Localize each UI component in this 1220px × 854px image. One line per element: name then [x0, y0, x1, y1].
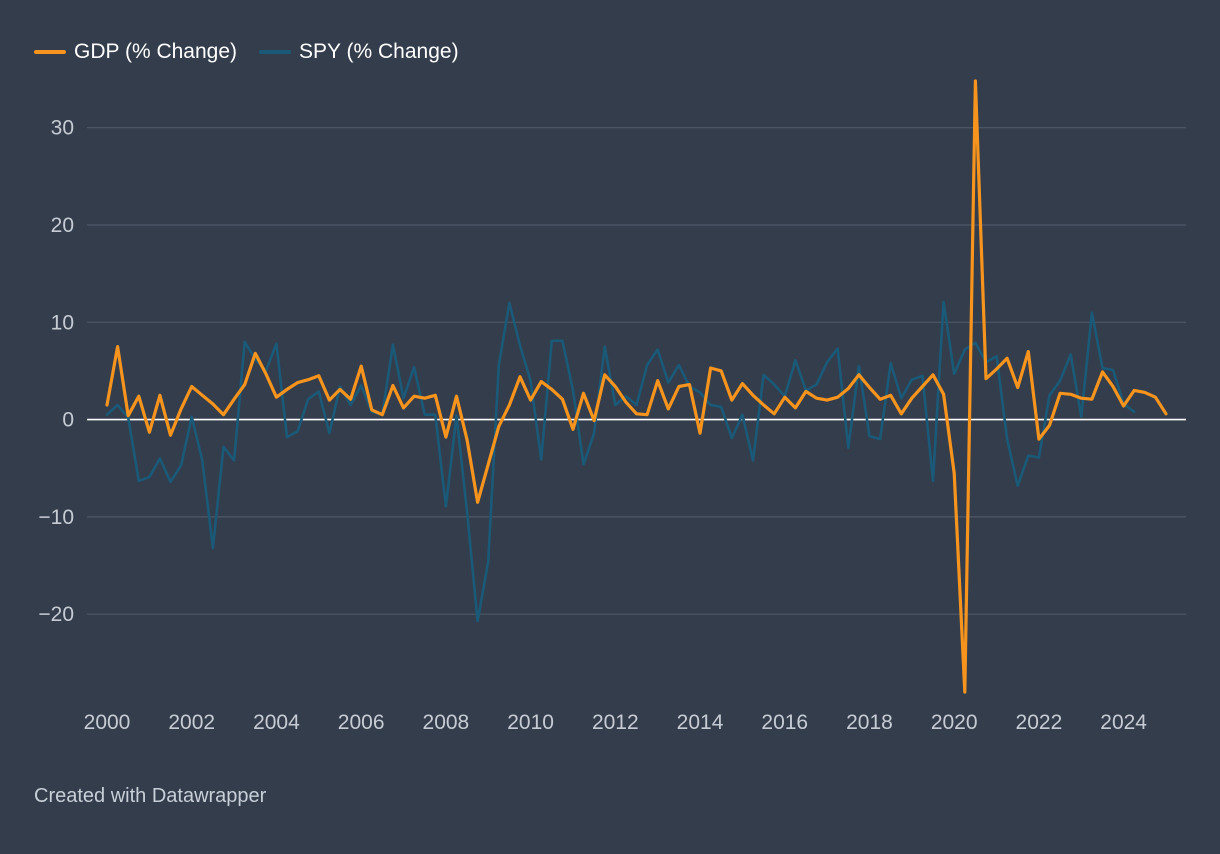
x-tick-label: 2014 — [677, 711, 724, 734]
x-tick-label: 2012 — [592, 711, 639, 734]
x-tick-label: 2002 — [168, 711, 215, 734]
legend-item-spy: SPY (% Change) — [259, 40, 459, 64]
legend-swatch-gdp — [34, 50, 66, 54]
series-line-gdp — [105, 79, 1168, 694]
x-axis-tick-labels: 2000 2002 2004 2006 2008 2010 2012 2014 2016 2018… — [84, 711, 1148, 734]
x-tick-label: 2018 — [846, 711, 893, 734]
y-tick-label: 0 — [62, 409, 74, 432]
x-tick-label: 2020 — [931, 711, 978, 734]
legend-label-gdp: GDP (% Change) — [74, 40, 238, 63]
y-axis-tick-labels: −20 −10 0 10 20 30 — [38, 117, 74, 627]
credit-footer: Created with Datawrapper — [34, 785, 267, 807]
gridlines — [87, 127, 1186, 615]
x-tick-label: 2024 — [1100, 711, 1147, 734]
y-tick-label: 30 — [51, 117, 74, 140]
chart-legend: GDP (% Change) SPY (% Change) — [34, 40, 459, 64]
x-tick-label: 2004 — [253, 711, 300, 734]
series-lines — [105, 79, 1168, 694]
y-tick-label: −10 — [38, 506, 74, 529]
x-tick-label: 2010 — [507, 711, 554, 734]
y-tick-label: −20 — [38, 603, 74, 626]
legend-swatch-spy — [259, 50, 292, 54]
x-tick-label: 2022 — [1016, 711, 1063, 734]
series-line-spy — [105, 300, 1136, 623]
legend-item-gdp: GDP (% Change) — [34, 40, 237, 64]
y-tick-label: 20 — [51, 214, 74, 237]
legend-label-spy: SPY (% Change) — [299, 40, 459, 63]
x-tick-label: 2000 — [84, 711, 131, 734]
x-tick-label: 2006 — [338, 711, 385, 734]
x-tick-label: 2008 — [423, 711, 470, 734]
x-tick-label: 2016 — [761, 711, 808, 734]
y-tick-label: 10 — [51, 311, 74, 334]
